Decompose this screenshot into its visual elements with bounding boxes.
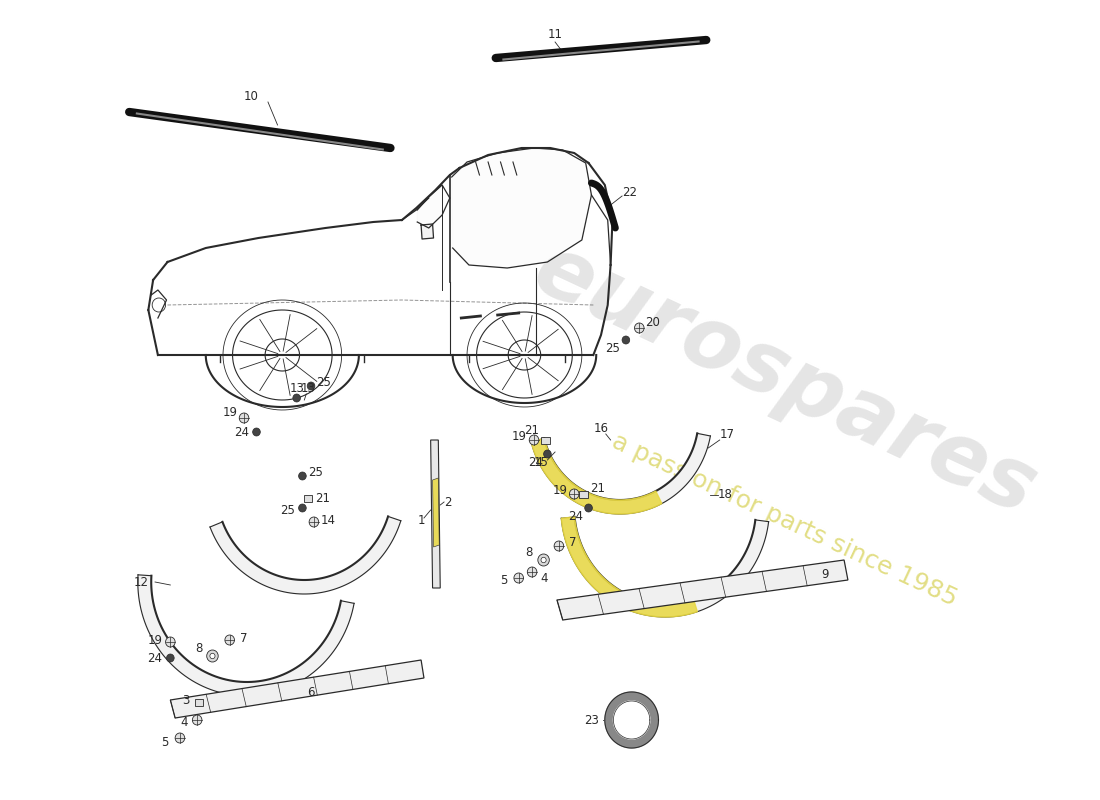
Circle shape [166, 637, 175, 647]
Circle shape [240, 413, 249, 423]
Polygon shape [531, 434, 711, 514]
Circle shape [554, 541, 563, 551]
Circle shape [527, 567, 537, 577]
Text: 5: 5 [499, 574, 507, 586]
Text: 20: 20 [646, 315, 660, 329]
Circle shape [623, 336, 629, 344]
Text: 14: 14 [321, 514, 336, 526]
Text: 3: 3 [182, 694, 189, 706]
Text: 25: 25 [605, 342, 620, 354]
Circle shape [538, 554, 549, 566]
Text: 6: 6 [307, 686, 315, 699]
Circle shape [309, 517, 319, 527]
Circle shape [253, 428, 261, 436]
Text: a passion for parts since 1985: a passion for parts since 1985 [608, 429, 961, 611]
Text: 24: 24 [569, 510, 584, 522]
Polygon shape [210, 517, 400, 594]
Circle shape [543, 450, 551, 458]
Polygon shape [557, 560, 848, 620]
Text: 19: 19 [147, 634, 163, 646]
Text: 4: 4 [180, 715, 187, 729]
Text: 19: 19 [513, 430, 527, 442]
Polygon shape [605, 692, 659, 748]
Polygon shape [614, 701, 650, 739]
Text: 22: 22 [623, 186, 637, 198]
Text: 7: 7 [240, 631, 248, 645]
Polygon shape [531, 438, 662, 514]
Circle shape [541, 558, 547, 562]
Circle shape [585, 504, 593, 512]
Polygon shape [432, 478, 439, 547]
Polygon shape [138, 575, 354, 696]
Text: 24: 24 [528, 455, 543, 469]
Text: eurospares: eurospares [520, 227, 1049, 533]
Text: 2: 2 [444, 495, 452, 509]
Text: 24: 24 [147, 651, 163, 665]
Circle shape [570, 489, 579, 499]
Text: 10: 10 [243, 90, 258, 103]
Text: 13: 13 [300, 382, 316, 394]
Bar [580, 490, 588, 498]
Text: 12: 12 [134, 575, 150, 589]
Circle shape [210, 654, 214, 658]
Text: 15: 15 [534, 455, 548, 469]
Text: 24: 24 [233, 426, 249, 438]
Text: 8: 8 [196, 642, 202, 654]
Text: 17: 17 [719, 429, 735, 442]
Circle shape [207, 650, 218, 662]
Polygon shape [431, 440, 440, 588]
Circle shape [635, 323, 645, 333]
Circle shape [298, 504, 306, 512]
Circle shape [298, 472, 306, 480]
Text: 16: 16 [594, 422, 608, 434]
Circle shape [192, 715, 202, 725]
Bar [195, 698, 204, 706]
Bar [541, 437, 550, 443]
Text: 11: 11 [548, 29, 562, 42]
Text: 1: 1 [417, 514, 425, 526]
Polygon shape [421, 224, 433, 239]
Text: 21: 21 [315, 491, 330, 505]
Text: 8: 8 [526, 546, 532, 558]
Text: 9: 9 [822, 569, 828, 582]
Circle shape [175, 733, 185, 743]
Text: 4: 4 [541, 571, 548, 585]
Text: 7: 7 [569, 537, 576, 550]
Circle shape [293, 394, 300, 402]
Text: 13: 13 [289, 382, 304, 394]
Text: 25: 25 [316, 375, 331, 389]
Text: 21: 21 [590, 482, 605, 494]
Text: 25: 25 [308, 466, 323, 478]
Circle shape [514, 573, 524, 583]
Polygon shape [170, 660, 424, 718]
Text: 5: 5 [161, 735, 168, 749]
Circle shape [166, 654, 174, 662]
Bar [304, 494, 312, 502]
Text: 21: 21 [525, 423, 540, 437]
Text: 18: 18 [718, 489, 733, 502]
Polygon shape [561, 517, 697, 617]
Polygon shape [452, 148, 592, 268]
Circle shape [529, 435, 539, 445]
Text: 25: 25 [279, 503, 295, 517]
Circle shape [224, 635, 234, 645]
Polygon shape [417, 185, 450, 228]
Text: 19: 19 [552, 483, 568, 497]
Polygon shape [561, 517, 769, 617]
Circle shape [307, 382, 315, 390]
Text: 19: 19 [222, 406, 238, 418]
Text: 23: 23 [584, 714, 598, 726]
